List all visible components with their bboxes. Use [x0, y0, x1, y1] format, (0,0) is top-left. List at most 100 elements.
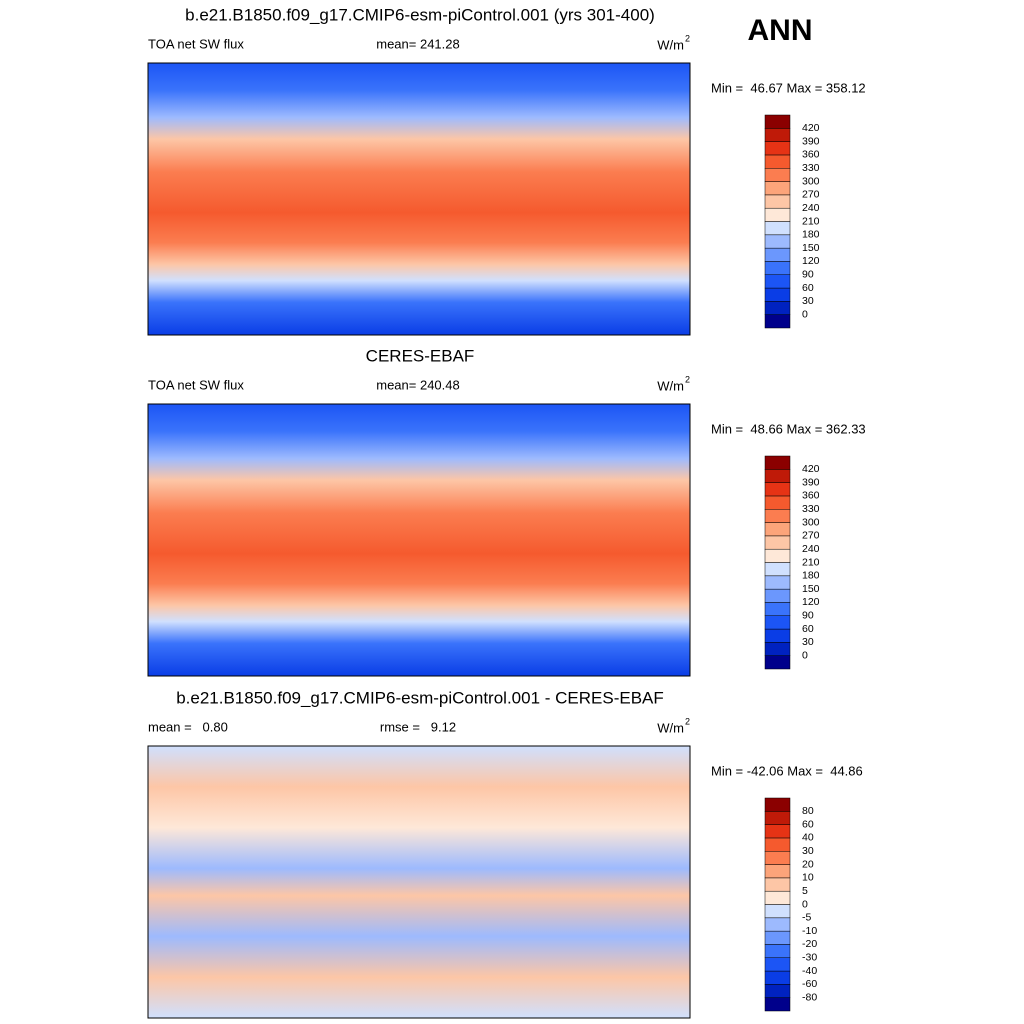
- colorbar-box: [764, 957, 791, 972]
- colorbar-label: -20: [802, 938, 817, 950]
- colorbar-box: [764, 128, 791, 142]
- center-label: rmse = 9.12: [380, 719, 456, 734]
- colorbar-label: 210: [802, 215, 820, 227]
- colorbar-label: 30: [802, 636, 814, 648]
- colorbar-box: [764, 824, 791, 839]
- colorbar-box: [764, 234, 791, 249]
- colorbar-box: [764, 602, 791, 616]
- units: W/m: [657, 37, 684, 52]
- colorbar-box: [764, 181, 791, 196]
- colorbar-label: -40: [802, 965, 817, 977]
- colorbar-box: [764, 562, 791, 577]
- colorbar-box: [764, 141, 791, 156]
- colorbar-box: [764, 221, 791, 236]
- season-label: ANN: [748, 14, 813, 47]
- units-sup: 2: [685, 374, 690, 384]
- colorbar-label: 270: [802, 530, 820, 542]
- colorbar-box: [764, 811, 791, 825]
- left-label: TOA net SW flux: [148, 36, 244, 51]
- panel-title: CERES-EBAF: [366, 346, 475, 365]
- colorbar-box: [764, 247, 791, 262]
- colorbar-box: [764, 261, 791, 275]
- colorbar-box: [764, 837, 791, 852]
- colorbar-box: [764, 877, 791, 892]
- map: [147, 62, 691, 336]
- colorbar-label: -60: [802, 978, 817, 990]
- center-label: mean= 240.48: [376, 377, 459, 392]
- colorbar-label: 390: [802, 135, 820, 147]
- colorbar-label: 30: [802, 845, 814, 857]
- colorbar-box: [764, 287, 791, 302]
- colorbar-label: 360: [802, 149, 820, 161]
- colorbar-box: [764, 797, 791, 812]
- colorbar-box: [764, 864, 791, 879]
- colorbar-box: [764, 944, 791, 958]
- colorbar-label: 300: [802, 175, 820, 187]
- units: W/m: [657, 720, 684, 735]
- colorbar-box: [764, 615, 791, 630]
- colorbar-box: [764, 851, 791, 865]
- colorbar-label: 300: [802, 516, 820, 528]
- colorbar-box: [764, 194, 791, 209]
- colorbar-label: 30: [802, 295, 814, 307]
- colorbar-box: [764, 930, 791, 945]
- colorbar-label: 10: [802, 872, 814, 884]
- colorbar-box: [764, 984, 791, 998]
- colorbar-box: [764, 588, 791, 603]
- colorbar-box: [764, 114, 791, 129]
- minmax-label: Min = 46.67 Max = 358.12: [711, 80, 866, 95]
- minmax-label: Min = 48.66 Max = 362.33: [711, 421, 866, 436]
- colorbar-box: [764, 469, 791, 483]
- colorbar-box: [764, 628, 791, 643]
- colorbar-box: [764, 997, 791, 1012]
- colorbar-box: [764, 168, 791, 182]
- colorbar-label: 240: [802, 202, 820, 214]
- colorbar-label: 390: [802, 476, 820, 488]
- colorbar-box: [764, 274, 791, 289]
- colorbar-label: 330: [802, 162, 820, 174]
- colorbar-label: 0: [802, 898, 808, 910]
- colorbar-label: -80: [802, 991, 817, 1003]
- colorbar-box: [764, 890, 791, 905]
- colorbar-box: [764, 535, 791, 550]
- colorbar-box: [764, 970, 791, 985]
- colorbar-label: 210: [802, 556, 820, 568]
- colorbar-box: [764, 495, 791, 510]
- colorbar-label: 240: [802, 543, 820, 555]
- colorbar-box: [764, 917, 791, 932]
- colorbar-label: 60: [802, 623, 814, 635]
- colorbar-label: 60: [802, 818, 814, 830]
- colorbar-label: 420: [802, 463, 820, 475]
- colorbar-label: 120: [802, 596, 820, 608]
- colorbar-label: 120: [802, 255, 820, 267]
- units-sup: 2: [685, 33, 690, 43]
- units-sup: 2: [685, 716, 690, 726]
- colorbar-label: 150: [802, 242, 820, 254]
- colorbar-box: [764, 904, 791, 919]
- colorbar-label: 150: [802, 583, 820, 595]
- colorbar-box: [764, 655, 791, 670]
- colorbar-box: [764, 301, 791, 315]
- colorbar-box: [764, 207, 791, 222]
- colorbar-label: 80: [802, 805, 814, 817]
- colorbar-box: [764, 509, 791, 523]
- colorbar-label: 180: [802, 229, 820, 241]
- map: [147, 403, 691, 677]
- colorbar-label: 90: [802, 610, 814, 622]
- colorbar-label: 420: [802, 122, 820, 134]
- colorbar-label: 20: [802, 858, 814, 870]
- colorbar-label: 180: [802, 570, 820, 582]
- panel-title: b.e21.B1850.f09_g17.CMIP6-esm-piControl.…: [176, 688, 664, 707]
- colorbar-label: 40: [802, 832, 814, 844]
- colorbar-label: 270: [802, 189, 820, 201]
- colorbar-label: -30: [802, 952, 817, 964]
- map: [147, 745, 691, 1019]
- left-label: TOA net SW flux: [148, 377, 244, 392]
- units: W/m: [657, 378, 684, 393]
- colorbar-box: [764, 642, 791, 656]
- colorbar-box: [764, 522, 791, 537]
- colorbar-box: [764, 575, 791, 590]
- panel-title: b.e21.B1850.f09_g17.CMIP6-esm-piControl.…: [185, 5, 655, 24]
- colorbar-label: 90: [802, 269, 814, 281]
